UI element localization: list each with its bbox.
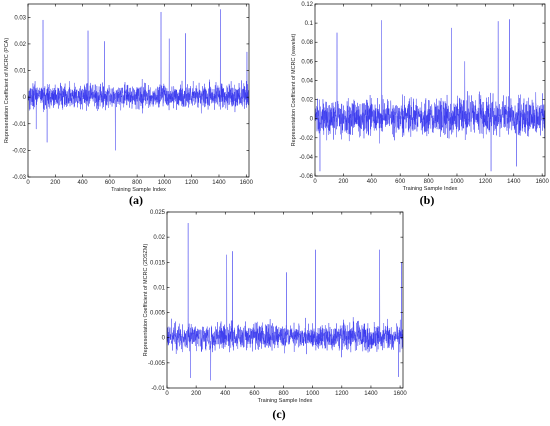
y-tick-label: 0.005 bbox=[150, 311, 166, 317]
x-tick-label: 1600 bbox=[240, 180, 254, 186]
y-axis-label: Representation Coefficient of MCRC (wave… bbox=[291, 33, 297, 146]
x-tick-label: 1200 bbox=[335, 391, 349, 397]
x-tick-label: 1000 bbox=[306, 391, 320, 397]
series-line bbox=[314, 19, 546, 172]
y-tick-label: 0.02 bbox=[14, 42, 26, 48]
y-tick-label: -0.01 bbox=[12, 122, 26, 128]
x-tick-label: 0 bbox=[165, 391, 169, 397]
x-tick-label: 400 bbox=[78, 180, 89, 186]
y-tick-label: 0.02 bbox=[153, 235, 165, 241]
x-tick-label: 400 bbox=[367, 179, 378, 185]
y-tick-label: 0.12 bbox=[301, 2, 313, 8]
y-tick-label: 0.03 bbox=[14, 15, 26, 21]
x-tick-label: 200 bbox=[50, 180, 61, 186]
x-tick-label: 1000 bbox=[450, 179, 464, 185]
x-tick-label: 0 bbox=[313, 179, 317, 185]
y-axis-label: Representation Coefficient of MCRC (PCA) bbox=[4, 38, 10, 144]
y-tick-label: 0.04 bbox=[301, 78, 313, 84]
chart-panel-1: 0 200 400 600 800 1000 1200 1400 1600 -0.06 -0.04 -… bbox=[291, 2, 549, 207]
y-tick-label: -0.04 bbox=[299, 155, 313, 161]
y-tick-label: 0.02 bbox=[301, 98, 313, 104]
x-axis-label: Training Sample Index bbox=[111, 187, 166, 193]
x-tick-label: 800 bbox=[424, 179, 435, 185]
y-axis-label: Representation Coefficient of MCRC (2DSZ… bbox=[143, 243, 149, 356]
y-tick-label: 0.01 bbox=[14, 69, 26, 75]
panel-label: (b) bbox=[420, 193, 435, 207]
y-tick-label: 0.08 bbox=[301, 40, 313, 46]
y-tick-label: -0.005 bbox=[148, 361, 166, 367]
x-tick-label: 600 bbox=[395, 179, 406, 185]
x-tick-label: 0 bbox=[26, 180, 30, 186]
chart-panel-0: 0 200 400 600 800 1000 1200 1400 1600 -0.03 -0.02 -… bbox=[4, 3, 254, 207]
x-tick-label: 200 bbox=[338, 179, 349, 185]
plot-frame bbox=[27, 3, 250, 178]
plot-frame bbox=[314, 3, 546, 177]
y-tick-label: -0.02 bbox=[299, 136, 313, 142]
panel-label: (c) bbox=[272, 407, 285, 421]
chart-panel-2: 0 200 400 600 800 1000 1200 1400 1600 -0.01 -0.005… bbox=[143, 210, 407, 421]
series-line bbox=[27, 9, 250, 151]
x-tick-label: 400 bbox=[220, 391, 231, 397]
y-tick-label: 0.015 bbox=[150, 260, 166, 266]
y-tick-label: 0.1 bbox=[305, 21, 314, 27]
x-tick-label: 800 bbox=[279, 391, 290, 397]
x-tick-label: 1600 bbox=[393, 391, 407, 397]
y-tick-label: -0.06 bbox=[299, 174, 313, 180]
x-axis-label: Training Sample Index bbox=[403, 186, 458, 192]
y-tick-label: -0.01 bbox=[151, 386, 165, 392]
y-tick-label: 0.01 bbox=[153, 285, 165, 291]
y-tick-label: 0.025 bbox=[150, 210, 166, 216]
plot-frame bbox=[166, 211, 404, 389]
x-tick-label: 1000 bbox=[158, 180, 172, 186]
x-tick-label: 1200 bbox=[185, 180, 199, 186]
x-axis-label: Training Sample Index bbox=[258, 398, 313, 404]
x-tick-label: 1200 bbox=[479, 179, 493, 185]
panel-label: (a) bbox=[129, 193, 143, 207]
series-line bbox=[166, 223, 404, 381]
y-tick-label: -0.02 bbox=[12, 148, 26, 154]
y-tick-label: 0 bbox=[310, 117, 314, 123]
y-tick-label: 0.06 bbox=[301, 59, 313, 65]
y-tick-label: 0 bbox=[23, 95, 27, 101]
x-tick-label: 600 bbox=[249, 391, 260, 397]
x-tick-label: 1400 bbox=[212, 180, 226, 186]
x-tick-label: 1400 bbox=[364, 391, 378, 397]
x-tick-label: 200 bbox=[191, 391, 202, 397]
y-tick-label: -0.03 bbox=[12, 175, 26, 181]
y-tick-label: 0 bbox=[162, 336, 166, 342]
x-tick-label: 600 bbox=[105, 180, 116, 186]
x-tick-label: 1600 bbox=[535, 179, 549, 185]
x-tick-label: 800 bbox=[132, 180, 143, 186]
x-tick-label: 1400 bbox=[507, 179, 521, 185]
